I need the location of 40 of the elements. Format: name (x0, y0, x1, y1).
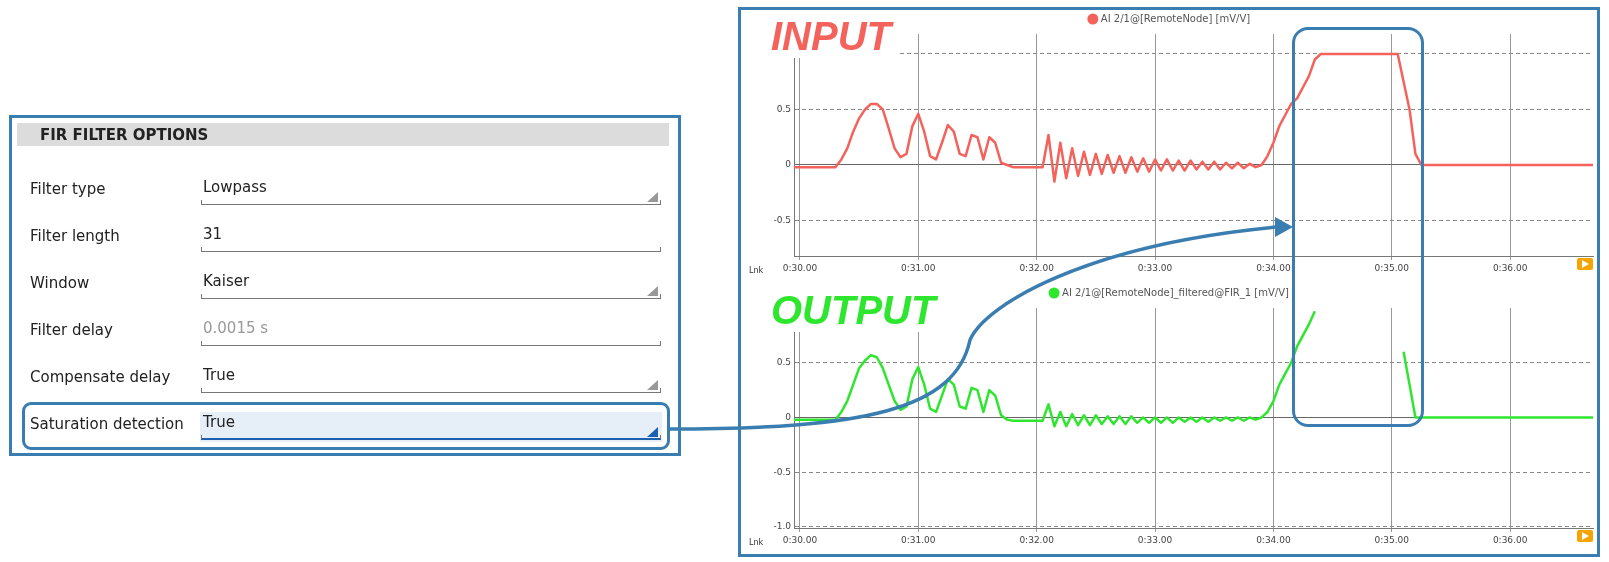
text: Filter delay (30, 321, 113, 339)
x-tick-label: 0:36.00 (1492, 262, 1528, 273)
x-tick-label: 0:34.00 (1256, 534, 1291, 545)
y-tick-label: 0.5 (776, 357, 791, 368)
x-tick-label: 0:36.00 (1492, 534, 1528, 545)
x-tick-label: 0:31.00 (901, 262, 936, 273)
text: Compensate delay (30, 368, 171, 386)
y-tick-label: 0.5 (776, 103, 791, 114)
y-tick-label: -0.5 (773, 466, 791, 477)
x-tick-label: 0:33.00 (1137, 534, 1173, 545)
text: 0.0015 s (203, 319, 269, 337)
chart-title: OUTPUT (765, 288, 942, 332)
x-tick-label: 0:31.00 (901, 534, 936, 545)
text: 31 (203, 225, 223, 243)
x-tick-label: 0:33.00 (1137, 262, 1173, 273)
x-tick-label: 0:32.00 (1019, 534, 1055, 545)
x-tick-label: 0:30.00 (782, 534, 818, 545)
x-tick-label: 0:35.00 (1374, 262, 1410, 273)
x-tick-label: 0:34.00 (1256, 262, 1291, 273)
x-tick-label: 0:30.00 (782, 262, 818, 273)
y-tick-label: 0 (785, 411, 792, 422)
text: Window (30, 274, 90, 292)
y-tick-label: -0.5 (773, 214, 791, 225)
text: Kaiser (203, 272, 250, 290)
x-tick-label: 0:32.00 (1019, 262, 1055, 273)
x-tick-label: 0:35.00 (1374, 534, 1410, 545)
legend-label: AI 2/1@[RemoteNode] [mV/V] (1100, 12, 1251, 24)
text: Lnk (749, 266, 764, 275)
text: Saturation detection (30, 415, 184, 433)
y-tick-label: 0 (785, 159, 792, 170)
text: True (203, 413, 235, 431)
legend-label: AI 2/1@[RemoteNode]_filtered@FIR_1 [mV/V] (1062, 286, 1290, 299)
text: Lowpass (203, 178, 267, 196)
text: Filter length (30, 227, 120, 245)
text: Lnk (749, 538, 764, 547)
text: True (203, 366, 235, 384)
y-tick-label: -1.0 (773, 521, 792, 532)
text: Filter type (30, 180, 106, 198)
text: FIR FILTER OPTIONS (40, 126, 209, 144)
chart-title: INPUT (765, 14, 897, 58)
